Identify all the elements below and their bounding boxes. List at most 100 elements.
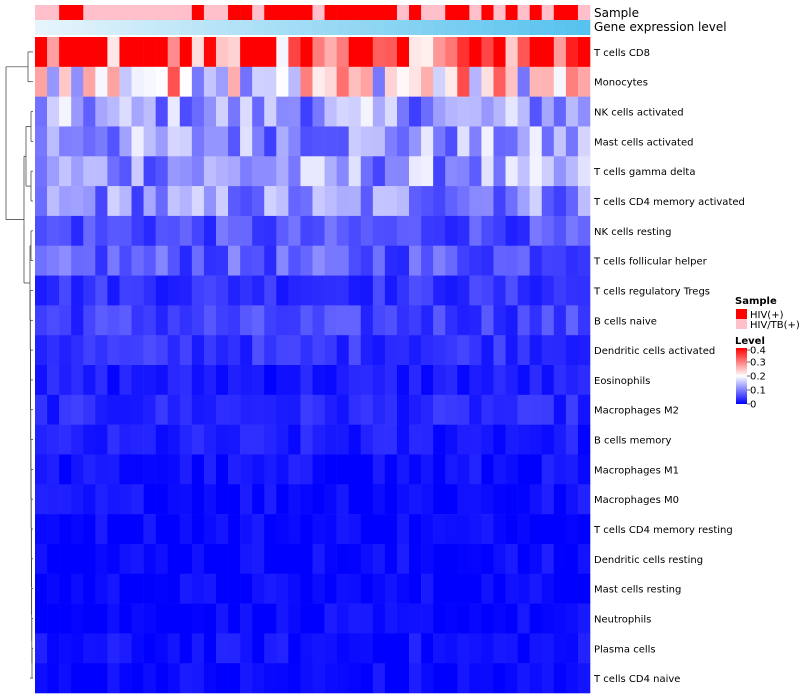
heatmap-cell [191,484,205,515]
heatmap-cell [493,245,506,276]
heatmap-cell [143,215,156,247]
sample-annotation-cell [276,5,289,20]
heatmap-cell [83,96,96,127]
heatmap-cell [167,186,181,217]
heatmap-cell [360,543,374,575]
heatmap-cell [457,633,470,664]
heatmap-cell [336,484,349,515]
heatmap-cell [35,394,48,425]
heatmap-cell [457,66,470,97]
heatmap-cell [119,454,132,485]
heatmap-cell [469,603,482,634]
heatmap-cell [143,126,156,157]
heatmap-cell [264,484,277,515]
heatmap-cell [167,245,181,276]
heatmap-cell [35,663,48,694]
heatmap-cell [481,245,494,276]
heatmap-cell [215,156,229,187]
heatmap-cell [264,424,277,455]
heatmap-cell [348,96,362,127]
heatmap-cell [83,543,96,575]
expression-annotation-cell [384,20,398,35]
heatmap-cell [228,365,241,396]
legend-tick-label: 0.4 [750,346,766,357]
heatmap-cell [228,245,241,276]
heatmap-cell [493,633,506,664]
heatmap-cell [312,126,325,157]
heatmap-cell [312,96,325,127]
heatmap-cell [155,37,169,68]
heatmap-cell [493,514,506,545]
heatmap-cell [348,454,362,485]
legend-label-hivtb: HIV/TB(+) [750,320,800,331]
heatmap-cell [553,215,567,247]
heatmap-cell [312,484,325,515]
heatmap-cell [155,335,169,366]
heatmap-cell [469,37,482,68]
heatmap-cell [179,394,193,425]
heatmap-cell [457,543,470,575]
expression-annotation-cell [107,20,120,35]
heatmap-cell [240,66,253,97]
heatmap-cell [384,37,398,68]
heatmap-cell [409,603,422,634]
heatmap-cell [228,543,241,575]
heatmap-cell [155,365,169,396]
heatmap-cell [565,424,579,455]
heatmap-cell [252,573,265,604]
heatmap-cell [276,186,289,217]
heatmap-cell [203,573,217,604]
heatmap-cell [300,275,313,306]
heatmap-cell [95,663,108,694]
heatmap-cell [107,484,120,515]
heatmap-cell [288,335,301,366]
heatmap-cell [324,37,337,68]
heatmap-cell [481,573,494,604]
heatmap-cell [203,514,217,545]
heatmap-cell [167,275,181,306]
heatmap-cell [107,335,120,366]
heatmap-cell [276,37,289,68]
heatmap-cell [131,275,144,306]
heatmap-cell [336,335,349,366]
heatmap-cell [143,96,156,127]
heatmap-cell [288,454,301,485]
heatmap-cell [312,424,325,455]
heatmap-cell [47,424,60,455]
heatmap-cell [336,245,349,276]
heatmap-cell [565,603,579,634]
heatmap-cell [95,186,108,217]
heatmap-cell [300,305,313,336]
heatmap-cell [336,126,349,157]
heatmap-cell [457,424,470,455]
heatmap-cell [396,365,410,396]
annotation-label-sample: Sample [594,6,639,20]
heatmap-cell [131,335,144,366]
heatmap-cell [469,633,482,664]
heatmap-cell [252,424,265,455]
row-label: B cells memory [594,436,671,447]
heatmap-cell [179,186,193,217]
heatmap-cell [228,335,241,366]
heatmap-cell [83,215,96,247]
heatmap-cell [421,305,434,336]
heatmap-cell [215,573,229,604]
heatmap-cell [240,37,253,68]
heatmap-cell [240,543,253,575]
heatmap-cell [119,305,132,336]
heatmap-cell [179,543,193,575]
heatmap-cell [433,633,446,664]
heatmap-cell [493,454,506,485]
expression-annotation-cell [252,20,265,35]
heatmap-cell [71,215,84,247]
heatmap-cell [372,215,386,247]
heatmap-cell [529,156,543,187]
heatmap-cell [565,663,579,694]
heatmap-cell [131,424,144,455]
expression-annotation-cell [505,20,518,35]
heatmap-cell [240,484,253,515]
heatmap-cell [433,454,446,485]
heatmap-cell [203,96,217,127]
heatmap-cell [252,454,265,485]
heatmap-cell [95,126,108,157]
